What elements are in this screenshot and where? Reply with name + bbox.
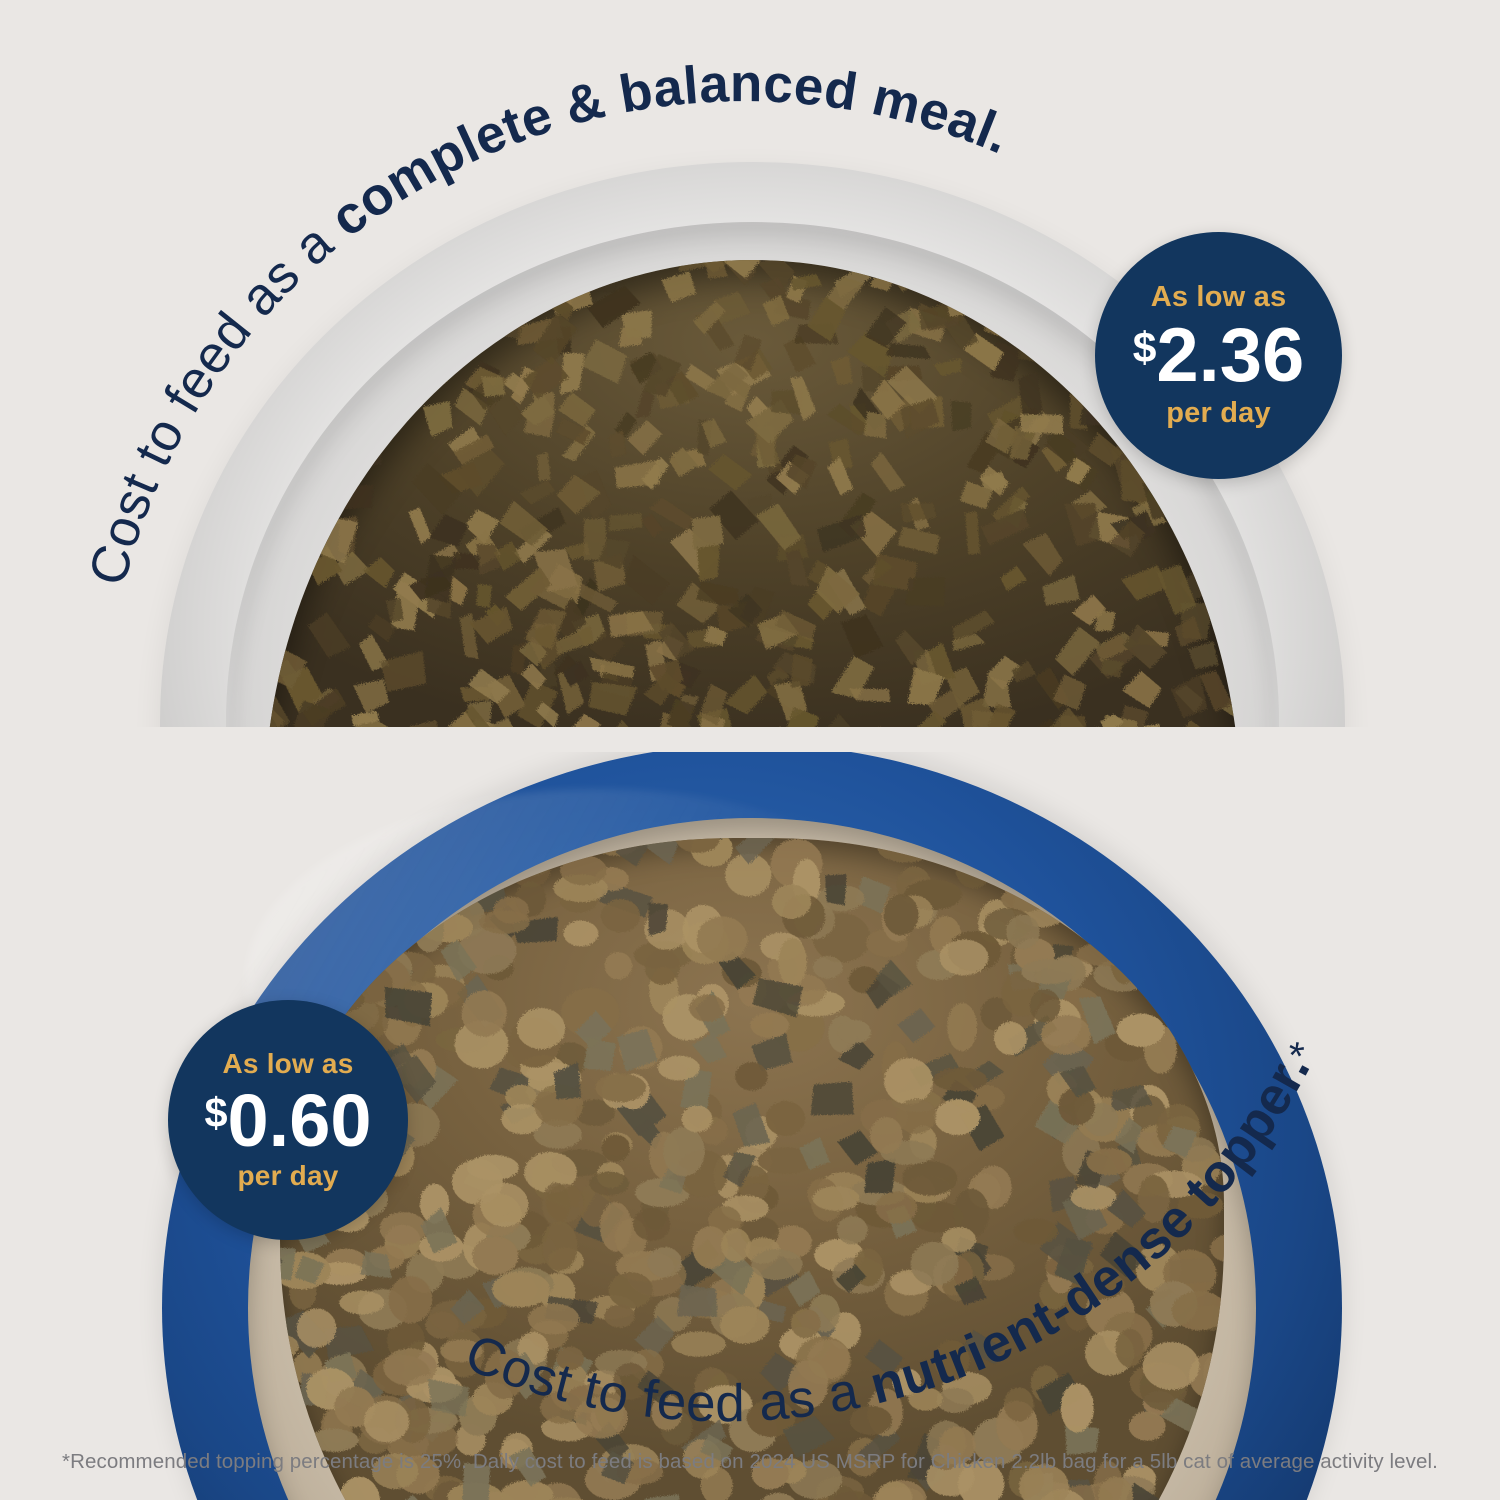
currency-symbol: $ — [1133, 327, 1157, 370]
promo-image: Cost to feed as a complete & balanced me… — [0, 0, 1500, 1500]
jerky-food-pile — [264, 260, 1241, 727]
jerky-texture — [264, 260, 1241, 727]
kibble-food-pile — [280, 838, 1224, 1500]
price-badge-topper: As low as $0.60 per day — [168, 1000, 408, 1240]
footnote-text: *Recommended topping percentage is 25%. … — [0, 1450, 1500, 1474]
badge-top-price: $2.36 — [1133, 320, 1305, 392]
badge-bottom-price: $0.60 — [204, 1086, 371, 1156]
bowl-divider — [0, 727, 1500, 754]
price-amount: 0.60 — [228, 1086, 372, 1156]
badge-top-per-day: per day — [1166, 399, 1271, 428]
price-badge-complete-meal: As low as $2.36 per day — [1095, 232, 1342, 479]
price-amount: 2.36 — [1156, 320, 1304, 392]
currency-symbol: $ — [204, 1092, 227, 1133]
kibble-texture — [280, 838, 1224, 1500]
badge-bottom-label: As low as — [223, 1050, 354, 1078]
badge-top-label: As low as — [1151, 283, 1287, 312]
badge-bottom-per-day: per day — [238, 1162, 339, 1190]
